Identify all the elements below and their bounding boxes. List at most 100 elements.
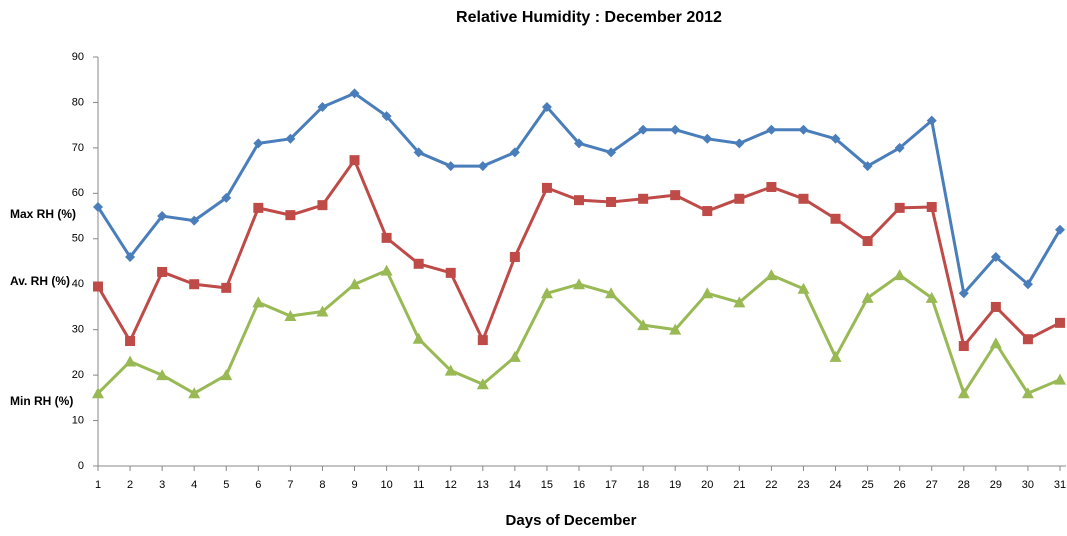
x-tick-label: 7 — [287, 479, 293, 491]
data-point — [702, 133, 713, 144]
data-point — [477, 161, 488, 172]
data-point — [830, 133, 841, 144]
data-point — [445, 267, 456, 278]
x-tick-label: 31 — [1054, 479, 1066, 491]
data-point — [317, 101, 328, 112]
x-tick-label: 27 — [926, 479, 938, 491]
data-point — [830, 213, 841, 224]
data-point — [157, 211, 168, 222]
data-point — [766, 181, 777, 192]
data-point — [125, 336, 136, 347]
data-point — [381, 232, 392, 243]
x-tick-label: 12 — [445, 479, 457, 491]
x-tick-label: 23 — [797, 479, 809, 491]
data-point — [670, 190, 681, 201]
data-point — [926, 201, 937, 212]
data-point — [348, 278, 361, 290]
data-point — [477, 335, 488, 346]
data-point — [701, 287, 714, 299]
series-line — [96, 158, 1061, 348]
legend-label: Av. RH (%) — [10, 274, 70, 288]
data-point — [284, 310, 297, 322]
data-point — [253, 138, 264, 149]
data-point — [893, 269, 906, 281]
x-tick-label: 8 — [319, 479, 325, 491]
data-point — [188, 387, 201, 399]
data-point — [412, 332, 425, 344]
data-point — [957, 387, 970, 399]
data-point — [798, 193, 809, 204]
data-point — [541, 101, 552, 112]
data-point — [381, 111, 392, 122]
y-tick-label: 80 — [72, 96, 84, 108]
data-point — [606, 196, 617, 207]
data-point — [92, 387, 104, 399]
data-point — [349, 155, 360, 166]
data-point — [476, 378, 489, 390]
data-point — [798, 124, 809, 135]
data-point — [861, 291, 874, 303]
data-point — [925, 291, 938, 303]
x-axis-title: Days of December — [506, 512, 637, 529]
data-point — [574, 138, 584, 149]
series-line — [96, 91, 1062, 295]
data-point — [733, 296, 746, 308]
data-point — [638, 124, 649, 135]
x-tick-label: 13 — [477, 479, 489, 491]
data-point — [958, 288, 969, 299]
data-point — [285, 133, 296, 144]
data-point — [1022, 334, 1033, 345]
data-point — [734, 138, 745, 149]
data-point — [989, 337, 1002, 349]
data-point — [829, 350, 842, 362]
data-point — [316, 305, 329, 317]
data-point — [990, 301, 1001, 312]
data-point — [541, 182, 552, 193]
data-point — [862, 161, 873, 172]
data-point — [220, 369, 233, 381]
data-point — [349, 88, 360, 99]
legend-label: Min RH (%) — [10, 394, 73, 408]
data-point — [252, 296, 265, 308]
data-point — [574, 195, 584, 206]
data-point — [189, 279, 200, 290]
data-point — [509, 251, 520, 262]
data-point — [221, 282, 232, 293]
data-point — [189, 215, 200, 226]
data-point — [380, 264, 393, 276]
y-tick-label: 90 — [72, 51, 84, 63]
x-tick-label: 16 — [573, 479, 585, 491]
y-tick-label: 70 — [72, 142, 84, 154]
data-point — [734, 193, 745, 204]
legend-label: Max RH (%) — [10, 207, 76, 221]
data-point — [926, 115, 937, 126]
data-point — [285, 210, 296, 221]
data-point — [958, 341, 969, 352]
y-tick-label: 40 — [72, 278, 84, 290]
data-point — [669, 323, 682, 335]
data-point — [797, 282, 810, 294]
x-tick-label: 19 — [669, 479, 681, 491]
data-point — [990, 251, 1001, 262]
data-point — [508, 350, 521, 362]
data-point — [125, 251, 136, 262]
data-point — [894, 202, 905, 213]
y-tick-label: 0 — [78, 460, 84, 472]
y-tick-label: 10 — [72, 414, 84, 426]
data-point — [605, 287, 618, 299]
x-tick-label: 26 — [894, 479, 906, 491]
data-point — [573, 278, 585, 290]
x-tick-label: 29 — [990, 479, 1002, 491]
x-tick-label: 9 — [351, 479, 357, 491]
x-tick-label: 18 — [637, 479, 649, 491]
data-point — [638, 193, 649, 204]
x-tick-label: 30 — [1022, 479, 1034, 491]
data-point — [1021, 387, 1034, 399]
x-tick-label: 10 — [380, 479, 392, 491]
data-point — [253, 202, 264, 213]
y-tick-label: 20 — [72, 369, 84, 381]
x-tick-label: 4 — [191, 479, 197, 491]
data-point — [157, 266, 168, 277]
x-tick-label: 21 — [733, 479, 745, 491]
